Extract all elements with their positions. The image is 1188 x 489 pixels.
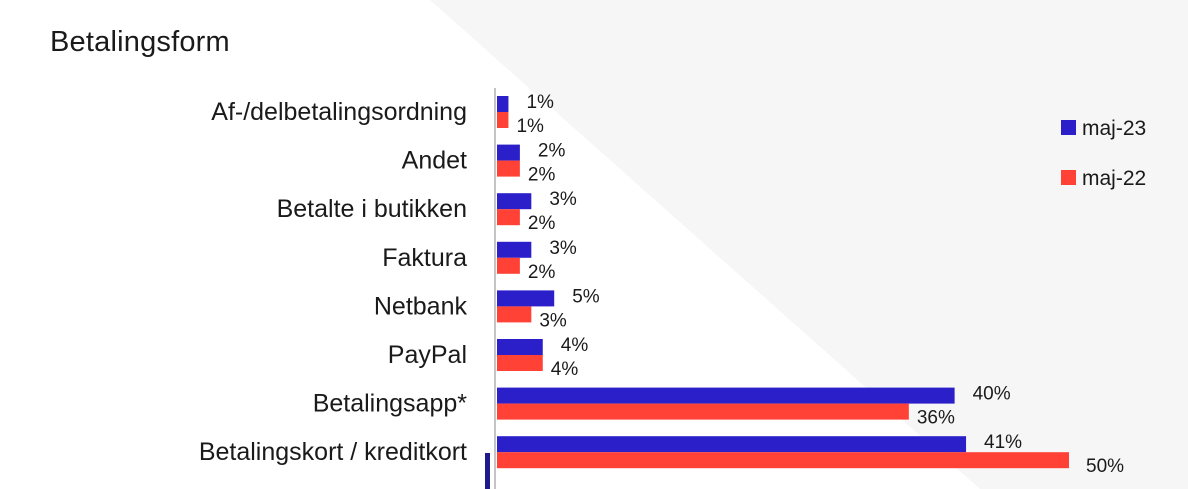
data-label: 36% xyxy=(917,408,955,429)
data-label: 4% xyxy=(561,335,589,356)
data-label: 2% xyxy=(528,165,556,186)
legend-label: maj-22 xyxy=(1082,167,1146,190)
category-label: Betalingsapp* xyxy=(313,390,468,418)
bar-maj-22 xyxy=(497,355,543,371)
bar-maj-22 xyxy=(497,209,520,226)
category-label: Af-/delbetalingsordning xyxy=(211,98,467,126)
bar-maj-22 xyxy=(497,160,520,177)
bar-maj-22 xyxy=(497,257,520,274)
data-label: 2% xyxy=(538,141,566,162)
data-label: 40% xyxy=(973,384,1011,405)
bar-maj-23 xyxy=(497,339,543,355)
bar-maj-22 xyxy=(497,403,909,420)
data-label: 5% xyxy=(572,286,600,307)
chart-title: Betalingsform xyxy=(50,26,230,58)
bar-maj-22 xyxy=(497,306,532,323)
legend-swatch xyxy=(1061,170,1076,185)
data-label: 2% xyxy=(528,213,556,234)
category-label: Faktura xyxy=(382,244,467,272)
bar-maj-23 xyxy=(497,193,532,210)
legend-label: maj-23 xyxy=(1082,117,1146,140)
data-label: 2% xyxy=(528,262,556,283)
bar-maj-23 xyxy=(497,96,509,112)
data-label: 50% xyxy=(1086,456,1124,477)
category-label: Netbank xyxy=(374,292,468,320)
data-label: 1% xyxy=(526,92,554,113)
axis-accent-mark xyxy=(485,453,490,489)
bar-maj-23 xyxy=(497,290,555,307)
bar-maj-23 xyxy=(497,241,532,258)
category-label: Betalte i butikken xyxy=(277,195,467,223)
category-label: Andet xyxy=(402,147,467,175)
data-label: 1% xyxy=(516,116,544,137)
bar-maj-23 xyxy=(497,144,520,161)
bar-maj-23 xyxy=(497,387,955,404)
data-label: 3% xyxy=(549,238,577,259)
data-label: 4% xyxy=(551,359,579,380)
data-label: 3% xyxy=(539,310,567,331)
legend-swatch xyxy=(1061,120,1076,135)
bar-maj-23 xyxy=(497,436,967,453)
bar-maj-22 xyxy=(497,452,1069,469)
bar-maj-22 xyxy=(497,112,509,128)
category-label: Betalingskort / kreditkort xyxy=(199,438,467,466)
data-label: 41% xyxy=(984,432,1022,453)
category-label: PayPal xyxy=(388,341,467,369)
data-label: 3% xyxy=(549,189,577,210)
